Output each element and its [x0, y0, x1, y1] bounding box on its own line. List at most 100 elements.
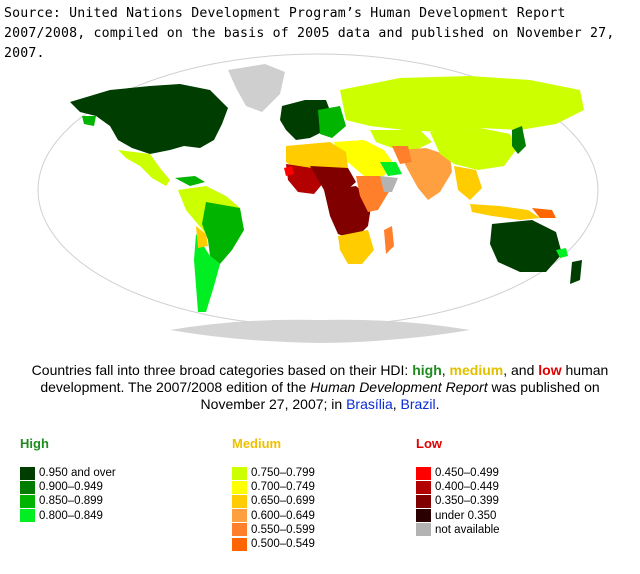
legend-swatch	[20, 494, 35, 508]
brazil-link[interactable]: Brazil	[400, 396, 436, 412]
australia	[490, 220, 562, 272]
legend-item: 0.350–0.399	[416, 494, 500, 508]
north-america	[70, 84, 228, 154]
legend-swatch	[416, 523, 431, 537]
legend-high: High 0.950 and over 0.900–0.949 0.850–0.89…	[20, 436, 116, 523]
caption-sep-1: ,	[441, 362, 450, 378]
papua	[532, 208, 556, 218]
japan-korea	[512, 126, 526, 154]
legend-label: under 0.350	[435, 509, 497, 522]
legend-label: 0.500–0.549	[251, 538, 315, 551]
legend-label: 0.350–0.399	[435, 495, 499, 508]
pakistan-afghanistan	[392, 146, 412, 164]
legend-item: not available	[416, 523, 500, 537]
legend-swatch	[416, 480, 431, 494]
legend-item: 0.500–0.549	[232, 537, 315, 551]
alaska-islands	[82, 116, 96, 126]
new-zealand	[570, 260, 582, 284]
legend-swatch	[20, 509, 35, 523]
legend-swatch	[232, 537, 247, 551]
legend-label: 0.450–0.499	[435, 467, 499, 480]
east-africa	[356, 176, 390, 212]
legend-label: not available	[435, 523, 500, 536]
brasilia-link[interactable]: Brasília	[346, 396, 393, 412]
southern-africa	[338, 230, 374, 264]
legend-label: 0.650–0.699	[251, 495, 315, 508]
legend-item: 0.850–0.899	[20, 494, 116, 508]
legend-label: 0.900–0.949	[39, 481, 103, 494]
indonesia	[470, 204, 540, 220]
north-africa	[286, 142, 348, 174]
legend-low: Low 0.450–0.499 0.400–0.449 0.350–0.399 und…	[416, 436, 500, 537]
world-hdi-map	[37, 53, 599, 343]
legend-label: 0.700–0.749	[251, 481, 315, 494]
brazil	[202, 202, 244, 264]
caribbean	[175, 176, 205, 186]
eastern-europe	[318, 106, 346, 138]
caption-low: low	[538, 362, 562, 378]
legend-swatch	[232, 523, 247, 537]
legend-item: 0.600–0.649	[232, 509, 315, 523]
caption-end: .	[435, 396, 440, 412]
source-note: Source: United Nations Development Progr…	[4, 6, 623, 61]
legend-label: 0.550–0.599	[251, 523, 315, 536]
legend-item: 0.400–0.449	[416, 480, 500, 494]
russia	[340, 76, 584, 132]
legend-label: 0.950 and over	[39, 467, 116, 480]
antarctica	[170, 319, 470, 343]
madagascar	[384, 226, 394, 254]
middle-east	[334, 140, 394, 178]
legend-swatch	[416, 466, 431, 480]
legend-label: 0.850–0.899	[39, 495, 103, 508]
legend-high-title: High	[20, 436, 49, 451]
legend-item: 0.950 and over	[20, 466, 116, 480]
legend-swatch	[416, 494, 431, 508]
bolivia	[196, 226, 208, 248]
legend-swatch	[20, 466, 35, 480]
legend-item: 0.450–0.499	[416, 466, 500, 480]
legend-medium-items: 0.750–0.799 0.700–0.749 0.650–0.699 0.600–0…	[232, 466, 315, 551]
legend-label: 0.750–0.799	[251, 467, 315, 480]
horn-of-africa	[380, 176, 398, 192]
caption-mid: human development. The 2007/2008 edition…	[40, 362, 609, 395]
caption-medium: medium	[449, 362, 504, 378]
legend-item: 0.750–0.799	[232, 466, 315, 480]
greenland	[228, 64, 285, 112]
legend-item: 0.700–0.749	[232, 480, 315, 494]
legend-swatch	[232, 480, 247, 494]
legend-item: 0.900–0.949	[20, 480, 116, 494]
china	[430, 128, 516, 170]
legend-medium: Medium 0.750–0.799 0.700–0.749 0.650–0.699…	[232, 436, 315, 551]
legend-label: 0.800–0.849	[39, 509, 103, 522]
pacific-islands	[556, 248, 568, 258]
caption-sep-3: ,	[392, 396, 401, 412]
legend-swatch	[232, 466, 247, 480]
legend-swatch	[232, 509, 247, 523]
caption-mid-2: was published on November 27, 2007; in	[200, 379, 600, 412]
central-africa	[324, 186, 372, 240]
legend-high-items: 0.950 and over 0.900–0.949 0.850–0.899 0.80…	[20, 466, 116, 523]
legend-low-title: Low	[416, 436, 442, 451]
legend-medium-title: Medium	[232, 436, 282, 451]
legend-item: 0.650–0.699	[232, 494, 315, 508]
caption-high: high	[412, 362, 442, 378]
legend-item: 0.550–0.599	[232, 523, 315, 537]
caption-sep-2: , and	[503, 362, 539, 378]
legend-swatch	[416, 509, 431, 523]
south-america-south	[194, 234, 220, 312]
report-title: Human Development Report	[310, 379, 488, 395]
legend-item: 0.800–0.849	[20, 509, 116, 523]
gulf-states	[380, 162, 402, 176]
legend-swatch	[232, 494, 247, 508]
legend-low-items: 0.450–0.499 0.400–0.449 0.350–0.399 under 0…	[416, 466, 500, 537]
southeast-asia	[454, 166, 482, 200]
legend-swatch	[20, 480, 35, 494]
legend-label: 0.600–0.649	[251, 509, 315, 522]
legend-item: under 0.350	[416, 509, 500, 523]
senegal-west	[284, 166, 294, 176]
legend-label: 0.400–0.449	[435, 481, 499, 494]
mexico	[118, 150, 170, 186]
map-caption: Countries fall into three broad categori…	[8, 362, 632, 413]
central-asia	[370, 130, 432, 150]
caption-intro: Countries fall into three broad categori…	[31, 362, 413, 378]
